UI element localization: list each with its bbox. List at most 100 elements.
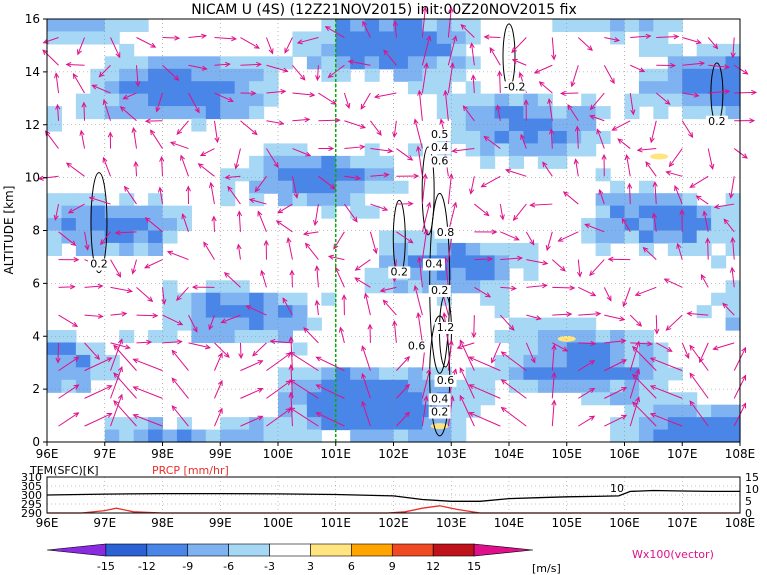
shading-cell bbox=[624, 218, 640, 232]
w-contour bbox=[90, 172, 108, 274]
wind-vector-head bbox=[590, 291, 597, 297]
shading-cell bbox=[624, 342, 640, 356]
contour-label-bg bbox=[503, 81, 526, 94]
wind-vector bbox=[499, 71, 501, 94]
wind-vector bbox=[214, 408, 223, 427]
shading-cell bbox=[379, 429, 395, 443]
wind-vector bbox=[159, 187, 163, 205]
shading-cell bbox=[480, 143, 496, 157]
shading-cell bbox=[682, 205, 698, 219]
wind-vector-head bbox=[327, 254, 335, 260]
wind-vector-head bbox=[688, 132, 694, 139]
wind-vector-head bbox=[422, 173, 428, 180]
shading-cell bbox=[104, 242, 120, 256]
wind-vector bbox=[136, 65, 139, 87]
shading-cell bbox=[581, 143, 597, 157]
wind-vector-head bbox=[42, 49, 48, 56]
contour-label-bg bbox=[705, 115, 728, 128]
shading-cell bbox=[278, 143, 294, 157]
wind-vector bbox=[339, 327, 345, 343]
shading-cell bbox=[480, 367, 496, 381]
wind-vector bbox=[666, 314, 683, 331]
shading-cell bbox=[104, 19, 120, 33]
shading-cell bbox=[653, 230, 669, 244]
wind-vector-head bbox=[217, 407, 223, 414]
shading-cell bbox=[176, 429, 192, 443]
shading-cell bbox=[104, 205, 120, 219]
wind-vector-head bbox=[106, 412, 113, 418]
shading-cell bbox=[682, 404, 698, 418]
wind-vector-head bbox=[649, 385, 656, 391]
contour-label: 0.2 bbox=[431, 284, 449, 297]
wind-vector-head bbox=[236, 210, 243, 217]
wind-vector bbox=[447, 36, 457, 66]
wind-vector bbox=[380, 286, 397, 292]
wind-vector-head bbox=[73, 412, 80, 418]
shading-cell bbox=[480, 292, 496, 306]
shading-cell bbox=[278, 417, 294, 431]
shading-cell bbox=[581, 392, 597, 406]
wind-vector bbox=[344, 175, 360, 179]
x-tick-label: 106E bbox=[609, 447, 640, 461]
shading-cell bbox=[667, 429, 683, 443]
shading-cell bbox=[61, 379, 77, 393]
wind-vector bbox=[481, 175, 501, 188]
shading-cell bbox=[696, 81, 712, 95]
wind-vector bbox=[489, 47, 501, 66]
wind-vector bbox=[354, 277, 371, 288]
wind-vector-head bbox=[119, 106, 126, 112]
shading-cell bbox=[610, 417, 626, 431]
shading-cell bbox=[249, 155, 265, 169]
shading-cell bbox=[624, 19, 640, 33]
shading-cell bbox=[176, 218, 192, 232]
shading-cell bbox=[133, 417, 149, 431]
shading-cell bbox=[364, 56, 380, 70]
shading-cell bbox=[61, 354, 77, 368]
wind-vector bbox=[58, 412, 79, 427]
contour-label-bg bbox=[405, 340, 428, 353]
wind-vector-head bbox=[88, 196, 95, 202]
wind-vector-head bbox=[354, 175, 362, 181]
contour-label: 1.2 bbox=[437, 321, 455, 334]
wind-vector bbox=[221, 314, 241, 323]
wind-vector bbox=[470, 176, 475, 194]
shading-cell bbox=[379, 56, 395, 70]
shading-cell bbox=[725, 230, 741, 244]
wind-vector-head bbox=[413, 284, 419, 292]
wind-vector-head bbox=[157, 186, 164, 193]
shading-cell bbox=[552, 106, 568, 120]
surface-panel: TEM(SFC)[K] PRCP [mm/hr] 10 310305300295… bbox=[21, 464, 759, 530]
shading-cell bbox=[696, 305, 712, 319]
contour-label-bg bbox=[428, 155, 451, 168]
wind-vector bbox=[708, 64, 729, 68]
wind-vector-head bbox=[305, 151, 312, 157]
shading-cell bbox=[249, 292, 265, 306]
colorbar-segment bbox=[228, 543, 270, 557]
contour-label: 0.6 bbox=[437, 374, 455, 387]
wind-vector bbox=[733, 64, 748, 75]
colorbar-tick-label: 15 bbox=[467, 560, 481, 573]
wind-vector bbox=[459, 395, 475, 427]
wind-vector-head bbox=[665, 325, 672, 331]
wind-vector-head bbox=[404, 356, 411, 362]
shading-cell bbox=[725, 429, 741, 443]
shading-cell bbox=[133, 230, 149, 244]
shading-cell bbox=[696, 417, 712, 431]
shading-cell bbox=[393, 180, 409, 194]
wind-vector-head bbox=[483, 34, 490, 40]
wind-vector-head bbox=[284, 47, 290, 54]
shading-cell bbox=[537, 379, 553, 393]
wind-vector-head bbox=[426, 368, 432, 375]
wind-vector-head bbox=[176, 295, 182, 302]
wind-vector bbox=[730, 176, 735, 198]
wind-vector bbox=[370, 120, 382, 136]
wind-vector bbox=[447, 7, 452, 38]
shading-cell bbox=[552, 317, 568, 331]
wind-vector bbox=[501, 379, 527, 399]
wind-vector-head bbox=[176, 129, 183, 135]
shading-cell bbox=[47, 205, 63, 219]
shading-cell bbox=[162, 218, 178, 232]
shading-cell bbox=[364, 68, 380, 82]
shading-cell bbox=[682, 429, 698, 443]
shading-cell bbox=[335, 392, 351, 406]
